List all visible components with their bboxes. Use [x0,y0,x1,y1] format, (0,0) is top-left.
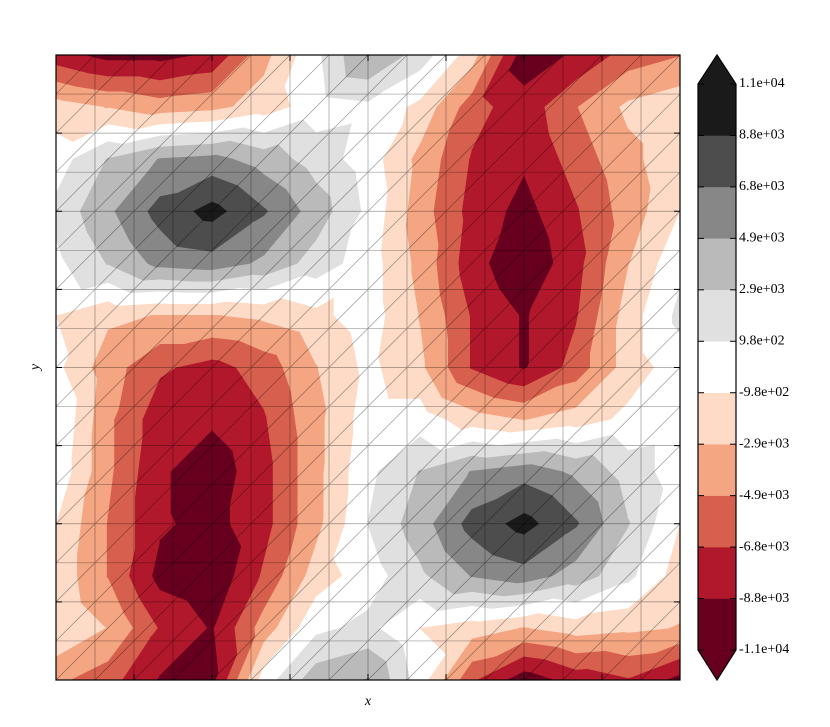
contour-patch [518,314,525,368]
colorbar-band [697,495,737,548]
colorbar-band [697,598,737,651]
colorbar-band [697,135,737,188]
contour-patch [523,315,530,369]
colorbar-tick-label: -9.8e+02 [739,385,789,400]
contour-patch [419,106,437,144]
contour-patch [523,575,553,583]
contour-patch [315,471,325,525]
contour-field [55,54,681,681]
contour-patch [263,210,269,217]
colorbar-band [697,341,737,393]
colorbar-tick-label: -4.9e+03 [739,488,789,503]
colorbar-tick-label: 6.8e+03 [739,179,785,194]
colorbar-tick-label: 9.8e+02 [739,333,785,348]
contour-patch [211,263,251,271]
colorbar-extend-high [698,55,736,84]
contour-patch [263,263,298,276]
colorbar-band [697,186,737,239]
colorbar-tick-label: -6.8e+03 [739,539,789,554]
contour-patch [107,471,114,514]
contour-patch [471,106,494,149]
contour-patch [211,210,228,223]
contour-patch [523,523,540,535]
axis-ticks [56,55,680,680]
contour-patch [315,210,333,242]
contour-patch [627,523,630,528]
colorbar-tick-label: 8.8e+03 [739,128,785,143]
contour-patch [159,627,208,676]
colorbar-tick-label: -2.9e+03 [739,436,789,451]
colorbar-tick-label: -8.8e+03 [739,591,789,606]
colorbar-band [697,443,737,496]
y-axis-label: y [28,363,43,372]
mesh [55,54,681,681]
contour-patch [107,315,150,330]
contour-patch [107,627,134,662]
colorbar-band [697,392,737,445]
mesh-lines [55,54,681,681]
x-axis-label: x [364,694,372,709]
colorbar-band [697,289,737,342]
contour-patch [315,263,344,280]
contour-patch [159,367,177,379]
contour-patch [471,627,519,639]
contour-patch [627,627,670,633]
colorbar-tick-label: 1.1e+04 [739,76,785,91]
contour-patch [575,575,599,586]
colorbar-tick-label: -1.1e+04 [739,642,789,657]
colorbar-tick-label: 4.9e+03 [739,231,785,246]
contour-patch [575,523,580,529]
colorbar-band [697,546,737,599]
contour-patch [627,575,637,584]
colorbar: -1.1e+04 -8.8e+03 -6.8e+03 -4.9e+03 -2.9e+03… [697,53,789,682]
colorbar-band [697,238,737,291]
colorbar-tick-label: 2.9e+03 [739,282,785,297]
colorbar-band [697,83,737,136]
contour-patch [159,523,177,541]
colorbar-extend-low [698,650,736,680]
